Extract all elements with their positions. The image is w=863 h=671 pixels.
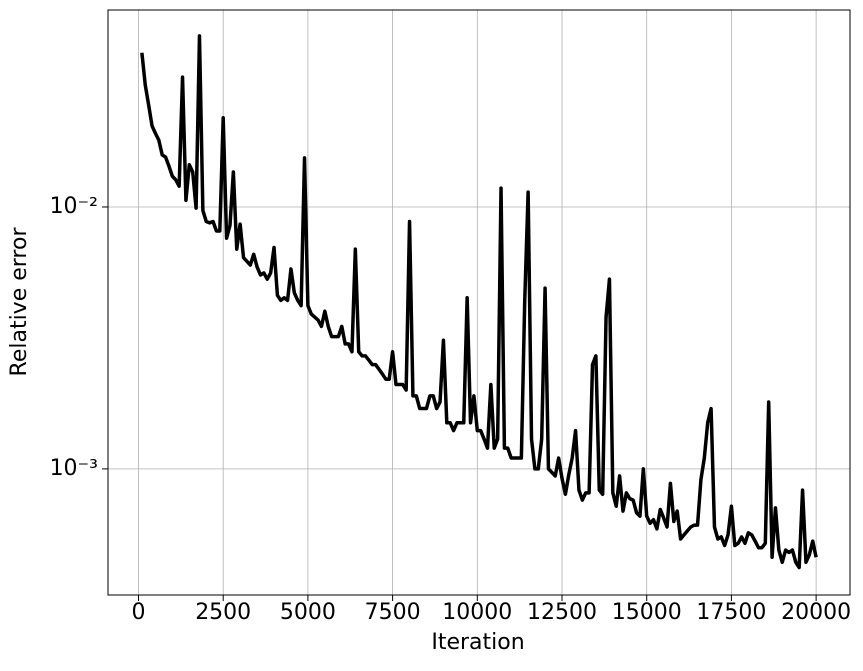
- x-tick-label: 2500: [195, 600, 251, 625]
- x-tick-label: 17500: [696, 600, 766, 625]
- y-tick-label: 10⁻³: [50, 456, 98, 481]
- x-tick-label: 12500: [527, 600, 597, 625]
- x-tick-label: 20000: [781, 600, 851, 625]
- line-series: [140, 34, 818, 570]
- x-tick-label: 7500: [365, 600, 421, 625]
- x-tick-label: 0: [131, 600, 145, 625]
- y-tick-label: 10⁻²: [50, 194, 98, 219]
- x-tick-label: 10000: [442, 600, 512, 625]
- plot-frame: [107, 9, 851, 596]
- y-axis-label: Relative error: [7, 227, 32, 377]
- x-tick-label: 5000: [280, 600, 336, 625]
- x-tick-label: 15000: [612, 600, 682, 625]
- x-axis-label: Iteration: [431, 630, 524, 655]
